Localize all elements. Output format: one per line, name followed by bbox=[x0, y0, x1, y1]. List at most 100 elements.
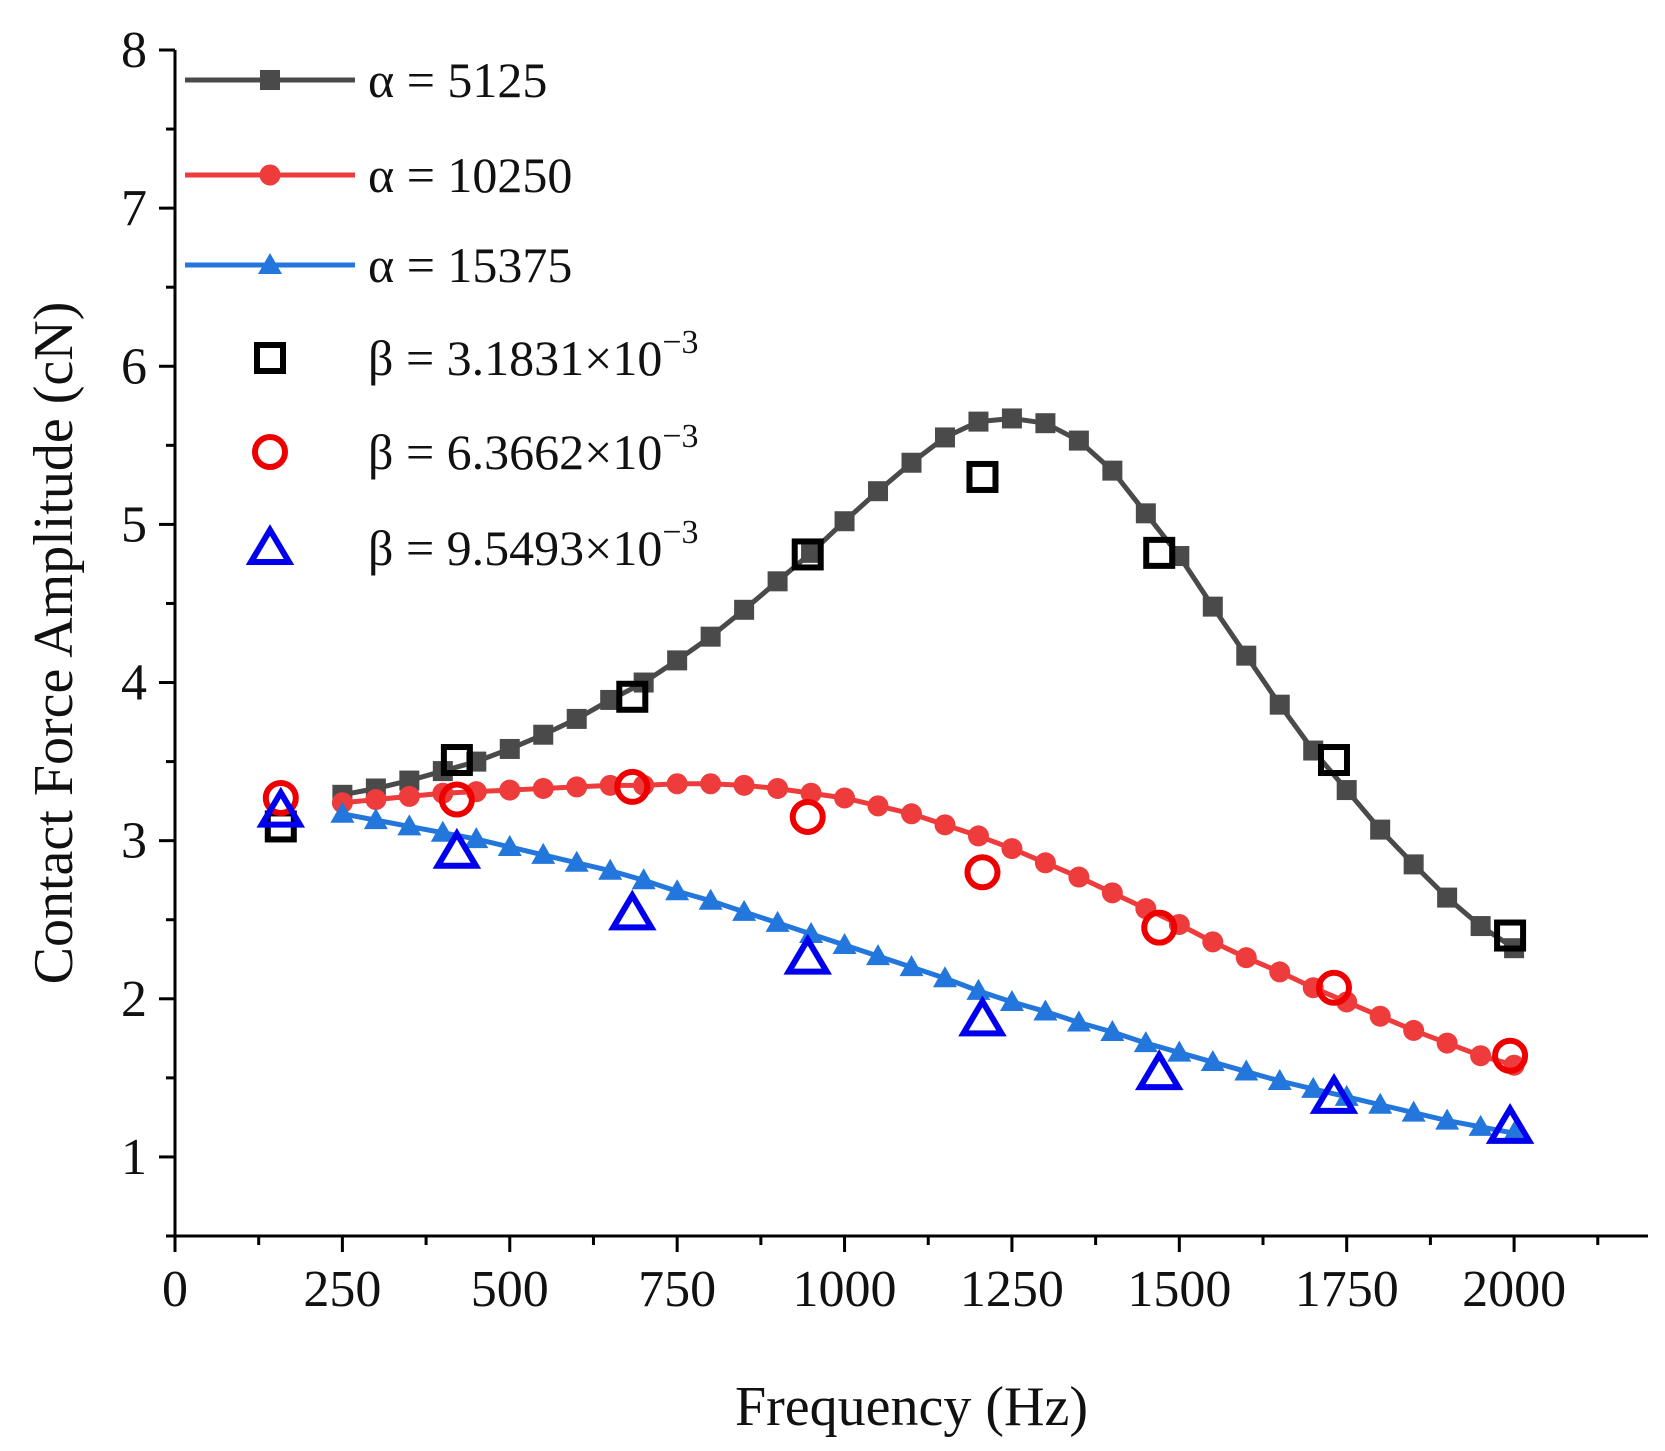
legend-label-text: α = 15375 bbox=[368, 237, 572, 293]
data-point bbox=[566, 708, 587, 729]
data-point bbox=[767, 777, 789, 799]
legend: α = 5125 α = 10250 α = 15375 β = 3.1831×10−… bbox=[185, 52, 699, 576]
data-point bbox=[1437, 887, 1458, 908]
data-point bbox=[799, 921, 824, 943]
data-point bbox=[1066, 1010, 1091, 1032]
x-tick-label: 1500 bbox=[1127, 1261, 1231, 1318]
data-point bbox=[1234, 1059, 1259, 1081]
data-point bbox=[958, 995, 1007, 1037]
data-point bbox=[866, 944, 891, 966]
series-layer bbox=[256, 408, 1535, 1144]
data-point bbox=[614, 768, 651, 805]
data-point bbox=[1034, 852, 1056, 874]
data-point bbox=[1468, 1114, 1493, 1136]
y-tick-label: 2 bbox=[121, 971, 147, 1028]
legend-item-5: β = 6.3662×10−3 bbox=[252, 418, 699, 480]
data-point bbox=[432, 827, 482, 869]
legend-label: β = 6.3662×10−3 bbox=[368, 418, 699, 480]
data-point bbox=[1001, 838, 1023, 860]
series-1 bbox=[332, 408, 1525, 959]
legend-label-text: α = 10250 bbox=[368, 147, 572, 203]
data-point bbox=[1001, 408, 1022, 429]
data-point bbox=[1502, 1121, 1527, 1143]
data-point bbox=[330, 801, 355, 823]
series-5 bbox=[262, 768, 1529, 1074]
data-point bbox=[365, 789, 387, 811]
data-point bbox=[1101, 882, 1123, 904]
data-point bbox=[1068, 866, 1090, 888]
data-point bbox=[932, 966, 957, 988]
data-point bbox=[397, 814, 422, 836]
x-tick-label: 500 bbox=[471, 1261, 549, 1318]
data-point bbox=[1235, 947, 1257, 969]
legend-label-text: α = 5125 bbox=[368, 52, 547, 108]
data-point bbox=[1068, 430, 1089, 451]
data-point bbox=[1236, 645, 1257, 666]
y-axis-title: Contact Force Amplitude (cN) bbox=[23, 302, 85, 985]
legend-label: α = 5125 bbox=[368, 52, 547, 108]
y-tick-label: 6 bbox=[121, 338, 147, 395]
data-point bbox=[934, 427, 955, 448]
data-point bbox=[1301, 1076, 1326, 1098]
legend-swatch-marker bbox=[260, 70, 280, 90]
series-6 bbox=[256, 786, 1535, 1144]
data-point bbox=[700, 773, 722, 795]
data-point bbox=[1336, 780, 1357, 801]
legend-item-3: α = 15375 bbox=[185, 237, 572, 293]
data-point bbox=[700, 626, 721, 647]
data-point bbox=[966, 978, 991, 1000]
legend-swatch-marker bbox=[245, 524, 295, 565]
data-point bbox=[1102, 460, 1123, 481]
data-point bbox=[497, 834, 522, 856]
data-point bbox=[1202, 931, 1224, 953]
legend-label: β = 3.1831×10−3 bbox=[368, 324, 699, 386]
data-point bbox=[1470, 916, 1491, 937]
legend-label: α = 15375 bbox=[368, 237, 572, 293]
data-point bbox=[533, 724, 554, 745]
data-point bbox=[1370, 819, 1391, 840]
data-point bbox=[616, 680, 649, 713]
data-point bbox=[1033, 999, 1058, 1021]
data-point bbox=[1309, 1072, 1359, 1114]
data-point bbox=[1492, 1037, 1529, 1074]
data-point bbox=[1403, 854, 1424, 875]
x-tick-label: 1000 bbox=[793, 1261, 897, 1318]
data-point bbox=[398, 785, 420, 807]
x-tick-label: 2000 bbox=[1462, 1261, 1566, 1318]
data-point bbox=[867, 795, 889, 817]
y-tick-label: 7 bbox=[121, 180, 147, 237]
data-point bbox=[1135, 503, 1156, 524]
legend-label: α = 10250 bbox=[368, 147, 572, 203]
data-point bbox=[934, 814, 956, 836]
data-point bbox=[464, 827, 489, 849]
data-point bbox=[734, 599, 755, 620]
legend-swatch-marker bbox=[252, 434, 288, 470]
legend-label-text: β = 6.3662×10 bbox=[368, 424, 662, 480]
data-point bbox=[566, 776, 588, 798]
x-tick-label: 0 bbox=[162, 1261, 188, 1318]
data-point bbox=[791, 538, 824, 571]
data-point bbox=[783, 933, 832, 975]
data-point bbox=[698, 888, 723, 910]
data-point bbox=[901, 803, 922, 825]
data-point bbox=[1141, 909, 1178, 946]
data-point bbox=[834, 511, 855, 532]
data-point bbox=[800, 782, 822, 804]
x-tick-label: 1250 bbox=[960, 1261, 1064, 1318]
y-tick-label: 1 bbox=[121, 1129, 147, 1186]
data-point bbox=[964, 854, 1001, 891]
data-point bbox=[1200, 1050, 1225, 1072]
data-point bbox=[1470, 1045, 1492, 1067]
data-point bbox=[631, 868, 656, 890]
data-point bbox=[966, 460, 999, 493]
data-point bbox=[363, 808, 388, 830]
data-point bbox=[532, 777, 554, 799]
data-point bbox=[1401, 1100, 1426, 1122]
data-point bbox=[1485, 1103, 1535, 1144]
x-tick-label: 1750 bbox=[1295, 1261, 1399, 1318]
legend-item-4: β = 3.1831×10−3 bbox=[254, 324, 699, 386]
plot-area: 0 250 500 750 1000 1250 1500 1750 2000 1 2 3 4 5 6 7 8 bbox=[121, 22, 1648, 1318]
data-point bbox=[531, 842, 556, 864]
y-tick-label: 8 bbox=[121, 22, 147, 79]
